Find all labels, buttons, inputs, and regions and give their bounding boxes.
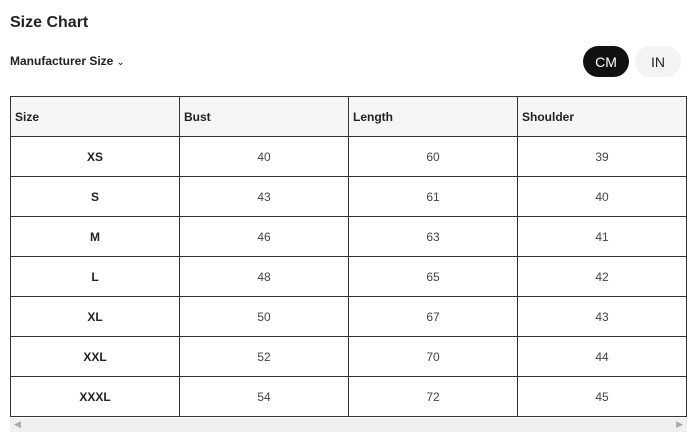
cell-bust: 46	[179, 216, 349, 257]
page-title: Size Chart	[10, 14, 89, 31]
cell-length: 60	[348, 136, 518, 177]
table-header-row: Size Bust Length Shoulder	[10, 96, 687, 137]
cell-length: 65	[348, 256, 518, 297]
table-row: XL 50 67 43	[10, 296, 687, 337]
header-shoulder: Shoulder	[517, 96, 687, 137]
cell-bust: 54	[179, 376, 349, 417]
cell-size: XXXL	[10, 376, 180, 417]
cell-size: XS	[10, 136, 180, 177]
table-row: S 43 61 40	[10, 176, 687, 217]
dropdown-label: Manufacturer Size	[10, 54, 114, 68]
chevron-down-icon: ⌄	[116, 57, 125, 68]
cell-size: XXL	[10, 336, 180, 377]
table-row: XS 40 60 39	[10, 136, 687, 177]
cell-bust: 52	[179, 336, 349, 377]
table-row: XXL 52 70 44	[10, 336, 687, 377]
header-size: Size	[10, 96, 180, 137]
cell-length: 70	[348, 336, 518, 377]
cell-size: L	[10, 256, 180, 297]
cell-bust: 48	[179, 256, 349, 297]
cell-length: 63	[348, 216, 518, 257]
cell-shoulder: 44	[517, 336, 687, 377]
size-table: Size Bust Length Shoulder XS 40 60 39 S 43 61 4…	[10, 96, 687, 417]
cell-bust: 40	[179, 136, 349, 177]
cell-shoulder: 42	[517, 256, 687, 297]
cell-bust: 43	[179, 176, 349, 217]
unit-toggle: CM IN	[583, 46, 681, 77]
unit-in-button[interactable]: IN	[635, 46, 681, 77]
cell-size: M	[10, 216, 180, 257]
cell-length: 72	[348, 376, 518, 417]
manufacturer-size-dropdown[interactable]: Manufacturer Size ⌄	[10, 54, 125, 68]
scroll-left-icon[interactable]: ◀	[14, 419, 21, 429]
cell-length: 61	[348, 176, 518, 217]
cell-shoulder: 43	[517, 296, 687, 337]
header-length: Length	[348, 96, 518, 137]
cell-size: S	[10, 176, 180, 217]
table-row: XXXL 54 72 45	[10, 376, 687, 417]
cell-shoulder: 45	[517, 376, 687, 417]
cell-bust: 50	[179, 296, 349, 337]
cell-shoulder: 41	[517, 216, 687, 257]
cell-size: XL	[10, 296, 180, 337]
table-row: L 48 65 42	[10, 256, 687, 297]
unit-cm-button[interactable]: CM	[583, 46, 629, 77]
header-bust: Bust	[179, 96, 349, 137]
scroll-right-icon[interactable]: ▶	[676, 419, 683, 429]
table-row: M 46 63 41	[10, 216, 687, 257]
cell-shoulder: 39	[517, 136, 687, 177]
horizontal-scrollbar[interactable]: ◀ ▶	[10, 418, 687, 432]
cell-length: 67	[348, 296, 518, 337]
cell-shoulder: 40	[517, 176, 687, 217]
